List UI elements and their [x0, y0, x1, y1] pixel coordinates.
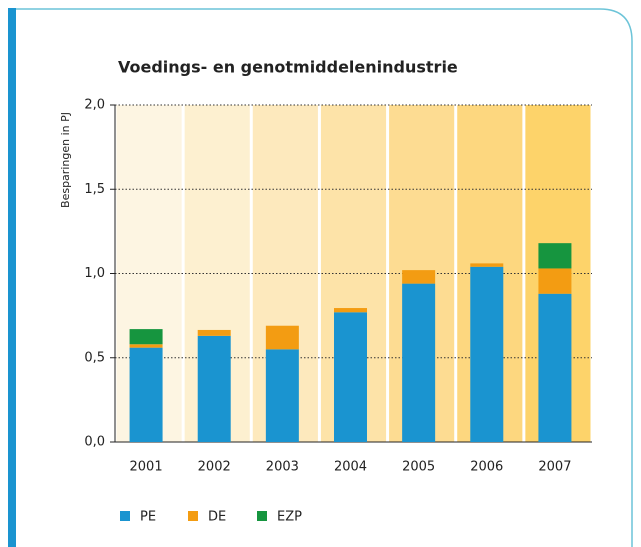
y-axis-label: Besparingen in PJ: [59, 112, 72, 208]
bar-segment: [197, 329, 231, 336]
bar-segment: [402, 270, 436, 284]
legend-label: EZP: [277, 510, 302, 525]
chart-title: Voedings- en genotmiddelenindustrie: [118, 58, 458, 77]
bar-segment: [470, 263, 504, 267]
bar-segment: [538, 293, 572, 442]
bar-segment: [197, 335, 231, 442]
x-tick-label: 2004: [334, 460, 367, 475]
bar-segment: [538, 243, 572, 269]
x-tick-label: 2005: [402, 460, 435, 475]
y-tick-label: 0,5: [84, 350, 105, 365]
legend-label: PE: [140, 510, 156, 525]
legend-swatch: [188, 511, 198, 521]
legend-swatch: [257, 511, 267, 521]
x-tick-label: 2006: [470, 460, 503, 475]
y-tick-label: 2,0: [84, 98, 105, 113]
frame-left-bar: [8, 8, 16, 547]
bar-segment: [334, 312, 367, 442]
bar-segment: [470, 266, 504, 442]
bar-segment: [334, 308, 367, 313]
y-tick-label: 1,0: [84, 266, 105, 281]
bar-segment: [538, 268, 572, 294]
bar-segment: [129, 329, 163, 345]
bar-segment: [129, 347, 163, 442]
bar-segment: [265, 325, 299, 350]
bar-segment: [402, 283, 436, 442]
legend-label: DE: [208, 510, 226, 525]
bar-segment: [265, 349, 299, 442]
x-tick-label: 2003: [266, 460, 299, 475]
y-tick-label: 1,5: [84, 182, 105, 197]
legend-swatch: [120, 511, 130, 521]
bar-segment: [129, 344, 163, 348]
x-tick-label: 2007: [538, 460, 571, 475]
x-tick-label: 2001: [130, 460, 163, 475]
frame-border: [16, 8, 633, 547]
x-tick-label: 2002: [198, 460, 231, 475]
y-tick-label: 0,0: [84, 435, 105, 450]
